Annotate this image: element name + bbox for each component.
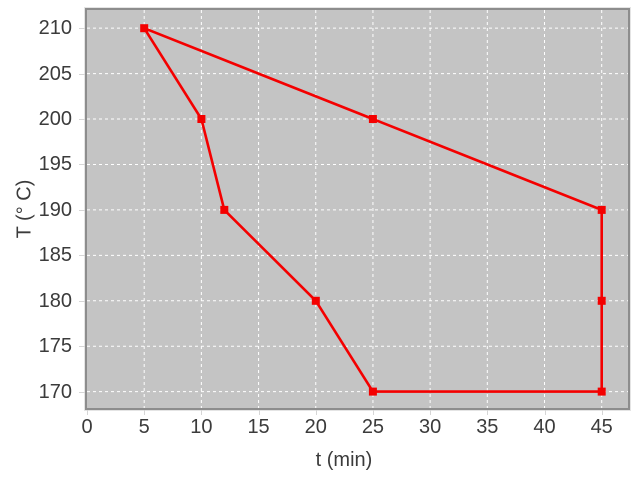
x-tick-mark bbox=[201, 410, 203, 415]
y-tick-mark bbox=[79, 73, 85, 75]
x-tick-mark bbox=[544, 410, 546, 415]
y-tick-mark bbox=[79, 391, 85, 393]
x-tick-label: 30 bbox=[419, 416, 442, 438]
x-tick-mark bbox=[430, 410, 432, 415]
y-tick-label: 200 bbox=[38, 108, 72, 131]
x-tick-label: 0 bbox=[81, 416, 93, 438]
y-axis-title: T (° C) bbox=[13, 179, 36, 239]
y-tick-label: 185 bbox=[38, 244, 72, 267]
y-tick-mark bbox=[79, 300, 85, 302]
y-tick-mark bbox=[79, 346, 85, 348]
x-tick-label: 40 bbox=[533, 416, 556, 438]
x-tick-mark bbox=[258, 410, 260, 415]
series-marker bbox=[597, 296, 606, 305]
x-tick-label: 20 bbox=[304, 416, 327, 438]
series-marker bbox=[311, 296, 320, 305]
y-tick-label: 195 bbox=[38, 153, 72, 176]
plot-canvas bbox=[87, 10, 628, 408]
x-tick-label: 5 bbox=[138, 416, 150, 438]
y-tick-label: 175 bbox=[38, 335, 72, 358]
series-marker bbox=[220, 205, 229, 214]
x-tick-label: 10 bbox=[190, 416, 213, 438]
y-tick-mark bbox=[79, 164, 85, 166]
x-tick-mark bbox=[144, 410, 146, 415]
y-tick-label: 170 bbox=[38, 380, 72, 403]
series-marker bbox=[140, 24, 149, 33]
series-marker bbox=[597, 387, 606, 396]
x-tick-mark bbox=[87, 410, 88, 415]
y-tick-label: 180 bbox=[38, 289, 72, 312]
x-tick-mark bbox=[372, 410, 374, 415]
series-marker bbox=[368, 115, 377, 123]
series-marker bbox=[368, 387, 377, 396]
y-tick-mark bbox=[79, 255, 85, 257]
x-tick-label: 25 bbox=[361, 416, 385, 438]
y-tick-label: 205 bbox=[38, 62, 72, 85]
x-tick-label: 35 bbox=[476, 416, 499, 438]
y-tick-mark bbox=[79, 119, 85, 121]
plot-area bbox=[84, 7, 631, 411]
y-tick-mark bbox=[79, 28, 85, 30]
x-axis-title: t (min) bbox=[315, 449, 373, 471]
y-tick-label: 190 bbox=[38, 198, 72, 221]
y-tick-label: 210 bbox=[38, 17, 72, 40]
x-tick-mark bbox=[315, 410, 317, 415]
y-tick-mark bbox=[79, 209, 85, 211]
x-tick-mark bbox=[487, 410, 489, 415]
series-marker bbox=[197, 115, 206, 123]
x-tick-label: 45 bbox=[590, 416, 613, 438]
series-line bbox=[143, 26, 604, 393]
series-marker bbox=[597, 205, 606, 214]
x-tick-label: 15 bbox=[247, 416, 270, 438]
x-tick-mark bbox=[601, 410, 603, 415]
